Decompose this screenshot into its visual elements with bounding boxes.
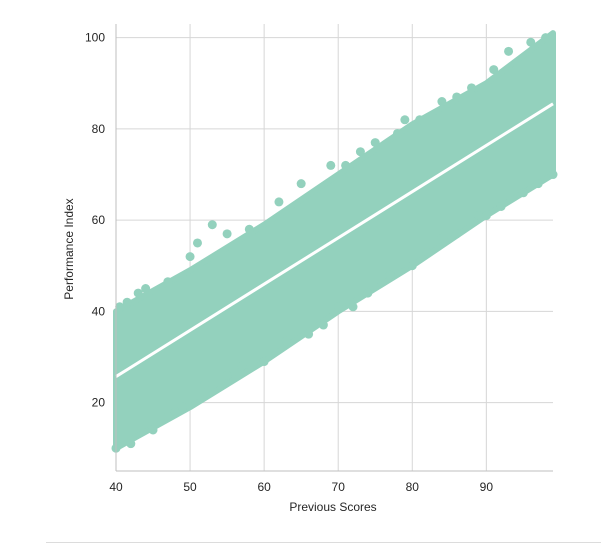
scatter-point (259, 357, 269, 367)
regression-line (115, 102, 554, 378)
scatter-point (304, 329, 314, 339)
y-axis-label: Performance Index (62, 198, 76, 299)
scatter-point (192, 238, 202, 248)
scatter-point (222, 370, 232, 380)
scatter-point (163, 277, 173, 287)
scatter-point (467, 83, 477, 93)
y-tick-label: 60 (92, 213, 106, 227)
scatter-point (504, 46, 514, 56)
bottom-divider (46, 542, 601, 543)
scatter-point (407, 261, 417, 271)
scatter-point (437, 97, 447, 107)
scatter-point (244, 224, 254, 234)
scatter-point (496, 201, 506, 211)
scatter-point (318, 320, 328, 330)
scatter-point (185, 252, 195, 262)
scatter-point (115, 302, 125, 312)
scatter-point (452, 92, 462, 102)
scatter-point (274, 197, 284, 207)
axes (115, 24, 553, 472)
scatter-point (489, 65, 499, 75)
x-axis-label: Previous Scores (289, 500, 376, 514)
scatter-point (518, 188, 528, 198)
scatter-point (333, 302, 343, 312)
regression-line-group (115, 102, 554, 378)
scatter-point (341, 160, 351, 170)
scatter-point (541, 33, 551, 43)
scatter-point (163, 411, 173, 421)
scatter-point (222, 229, 232, 239)
y-tick-label: 100 (85, 31, 105, 45)
x-tick-label: 60 (257, 480, 271, 494)
x-tick-labels: 40 50 60 70 80 90 (109, 480, 493, 494)
x-tick-label: 50 (183, 480, 197, 494)
scatter-point (474, 211, 484, 221)
y-tick-label: 40 (92, 304, 106, 318)
scatter-point (126, 439, 136, 449)
y-tick-label: 20 (92, 396, 106, 410)
scatter-point (400, 115, 410, 125)
scatter-point (237, 361, 247, 371)
scatter-point (452, 229, 462, 239)
scatter-point (392, 128, 402, 138)
scatter-point (533, 179, 543, 189)
scatter-point (385, 270, 395, 280)
scatter-point (170, 407, 180, 417)
scatter-point (296, 179, 306, 189)
scatter-point (133, 288, 143, 298)
x-tick-label: 90 (480, 480, 494, 494)
scatter-point (355, 147, 365, 157)
scatter-point (281, 336, 291, 346)
scatter-point (526, 37, 536, 47)
scatter-points (111, 33, 558, 453)
scatter-point (481, 211, 491, 221)
x-tick-label: 70 (332, 480, 346, 494)
scatter-point (122, 297, 132, 307)
scatter-point (141, 284, 151, 294)
scatter-point (437, 233, 447, 243)
scatter-point (348, 302, 358, 312)
y-tick-labels: 20 40 60 80 100 (85, 31, 105, 410)
scatter-point (422, 247, 432, 257)
scatter-point (370, 138, 380, 148)
scatter-point (548, 170, 558, 180)
y-tick-label: 80 (92, 122, 106, 136)
scatter-point (363, 288, 373, 298)
scatter-point (148, 425, 158, 435)
x-tick-label: 40 (109, 480, 123, 494)
x-tick-label: 80 (406, 480, 420, 494)
scatter-point (178, 402, 188, 412)
scatter-point (207, 220, 217, 230)
scatter-point (415, 115, 425, 125)
scatter-point (200, 379, 210, 389)
scatter-point (326, 160, 336, 170)
